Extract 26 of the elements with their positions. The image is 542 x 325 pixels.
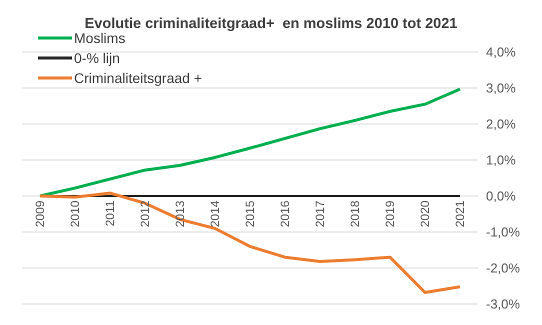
legend-label: Criminaliteitsgraad +	[74, 70, 202, 86]
x-tick-label: 2014	[208, 200, 222, 228]
x-tick-label: 2015	[243, 200, 257, 228]
legend-label: Moslims	[74, 30, 126, 46]
x-tick-label: 2012	[138, 200, 152, 228]
line-series	[38, 88, 462, 198]
y-tick-label: 4,0%	[486, 44, 516, 60]
y-tick-label: -3,0%	[486, 296, 520, 312]
x-tick-label: 2013	[173, 200, 187, 228]
y-tick-label: 3,0%	[486, 80, 516, 96]
x-tick-label: 2020	[418, 200, 432, 228]
y-tick-label: 1,0%	[486, 152, 516, 168]
y-tick-label: 0,0%	[486, 188, 516, 204]
x-tick-label: 2017	[313, 200, 327, 228]
x-tick-label: 2009	[33, 200, 47, 228]
y-tick-label: -2,0%	[486, 260, 520, 276]
legend-label: 0-% lijn	[74, 50, 120, 66]
x-tick-label: 2021	[453, 200, 467, 228]
x-tick-label: 2010	[68, 200, 82, 228]
y-tick-label: -1,0%	[486, 224, 520, 240]
y-tick-label: 2,0%	[486, 116, 516, 132]
x-tick-label: 2018	[348, 200, 362, 228]
x-tick-label: 2016	[278, 200, 292, 228]
x-tick-label: 2011	[103, 200, 117, 226]
x-tick-label: 2019	[383, 200, 397, 228]
chart-title: Evolutie criminaliteitgraad+ en moslims 2010 tot 2021	[84, 16, 458, 32]
